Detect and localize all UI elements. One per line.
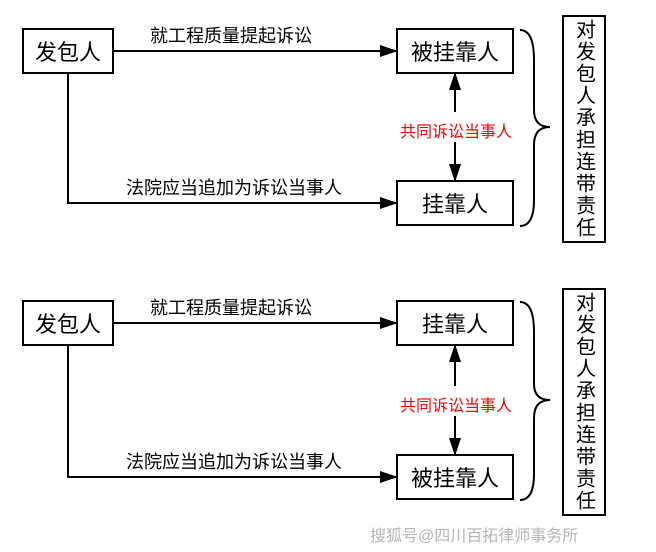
d2-target-top-label: 挂靠人 — [422, 307, 488, 339]
d1-target-bottom-label: 挂靠人 — [422, 187, 488, 219]
d1-result-box: 对发包人承担连带责任 — [562, 15, 606, 243]
d2-result-label: 对发包人承担连带责任 — [570, 292, 599, 512]
d2-edge-top-label: 就工程质量提起诉讼 — [150, 294, 312, 320]
d1-target-top-box: 被挂靠人 — [396, 28, 514, 74]
d1-middle-label: 共同诉讼当事人 — [400, 118, 512, 142]
d2-target-bottom-label: 被挂靠人 — [411, 461, 499, 493]
d1-result-label: 对发包人承担连带责任 — [570, 19, 599, 239]
d1-target-bottom-box: 挂靠人 — [396, 180, 514, 226]
d1-target-top-label: 被挂靠人 — [411, 35, 499, 67]
d1-edge-top-label: 就工程质量提起诉讼 — [150, 22, 312, 48]
d2-target-bottom-box: 被挂靠人 — [396, 454, 514, 500]
d2-source-box: 发包人 — [22, 300, 114, 346]
d2-edge-bottom-label: 法院应当追加为诉讼当事人 — [126, 448, 342, 474]
d1-edge-bottom-label: 法院应当追加为诉讼当事人 — [126, 174, 342, 200]
d2-source-label: 发包人 — [35, 307, 101, 339]
watermark: 搜狐号@四川百拓律师事务所 — [370, 522, 578, 546]
d1-source-box: 发包人 — [22, 28, 114, 74]
d2-result-box: 对发包人承担连带责任 — [562, 288, 606, 516]
d2-middle-label: 共同诉讼当事人 — [400, 392, 512, 416]
d1-source-label: 发包人 — [35, 35, 101, 67]
d2-target-top-box: 挂靠人 — [396, 300, 514, 346]
